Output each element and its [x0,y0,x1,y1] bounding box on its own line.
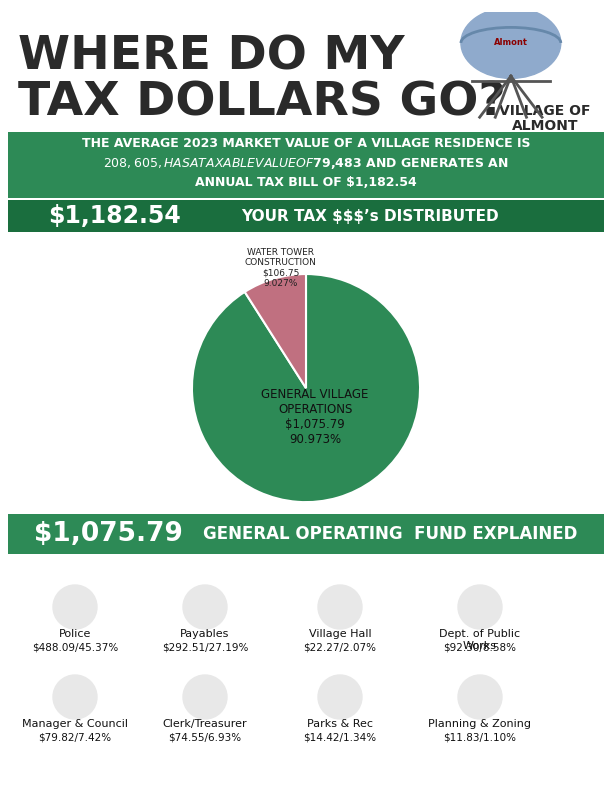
Circle shape [318,675,362,719]
Circle shape [183,585,227,629]
Circle shape [458,585,502,629]
Text: WATER TOWER
CONSTRUCTION
$106.75
9.027%: WATER TOWER CONSTRUCTION $106.75 9.027% [245,248,317,287]
Text: $79.82/7.42%: $79.82/7.42% [39,732,111,742]
Text: $11.83/1.10%: $11.83/1.10% [444,732,517,742]
Circle shape [318,585,362,629]
Circle shape [458,675,502,719]
Circle shape [461,7,561,78]
Text: $1,182.54: $1,182.54 [48,204,181,228]
Text: $488.09/45.37%: $488.09/45.37% [32,642,118,652]
Text: ALMONT: ALMONT [512,119,578,133]
Text: Payables: Payables [181,629,230,639]
Text: Village Hall: Village Hall [308,629,371,639]
Bar [8,132,604,198]
Circle shape [53,585,97,629]
Text: $92.30/8.58%: $92.30/8.58% [444,642,517,652]
Text: $74.55/6.93%: $74.55/6.93% [168,732,242,742]
Text: $14.42/1.34%: $14.42/1.34% [304,732,376,742]
Wedge shape [192,274,420,502]
Text: $22.27/2.07%: $22.27/2.07% [304,642,376,652]
Text: Parks & Rec: Parks & Rec [307,719,373,729]
Bar [8,514,604,554]
Circle shape [183,675,227,719]
Bar [8,200,604,232]
Text: GENERAL VILLAGE
OPERATIONS
$1,075.79
90.973%: GENERAL VILLAGE OPERATIONS $1,075.79 90.… [261,387,369,446]
Text: THE AVERAGE 2023 MARKET VALUE OF A VILLAGE RESIDENCE IS
$208,605, HAS A TAXABLE : THE AVERAGE 2023 MARKET VALUE OF A VILLA… [82,137,530,188]
Text: Almont: Almont [494,39,528,48]
Text: Manager & Council: Manager & Council [22,719,128,729]
Text: GENERAL OPERATING  FUND EXPLAINED: GENERAL OPERATING FUND EXPLAINED [203,525,577,543]
Text: Planning & Zoning: Planning & Zoning [428,719,531,729]
Text: $292.51/27.19%: $292.51/27.19% [162,642,248,652]
Text: Police: Police [59,629,91,639]
Text: Dept. of Public
Works: Dept. of Public Works [439,629,521,650]
Text: $1,075.79: $1,075.79 [34,521,182,547]
Text: TAX DOLLARS GO?: TAX DOLLARS GO? [18,80,506,125]
Text: YOUR TAX $$$’s DISTRIBUTED: YOUR TAX $$$’s DISTRIBUTED [241,208,499,223]
Circle shape [53,675,97,719]
Text: Clerk/Treasurer: Clerk/Treasurer [163,719,247,729]
Text: VILLAGE OF: VILLAGE OF [499,104,591,118]
Wedge shape [245,274,306,388]
Text: WHERE DO MY: WHERE DO MY [18,34,405,79]
